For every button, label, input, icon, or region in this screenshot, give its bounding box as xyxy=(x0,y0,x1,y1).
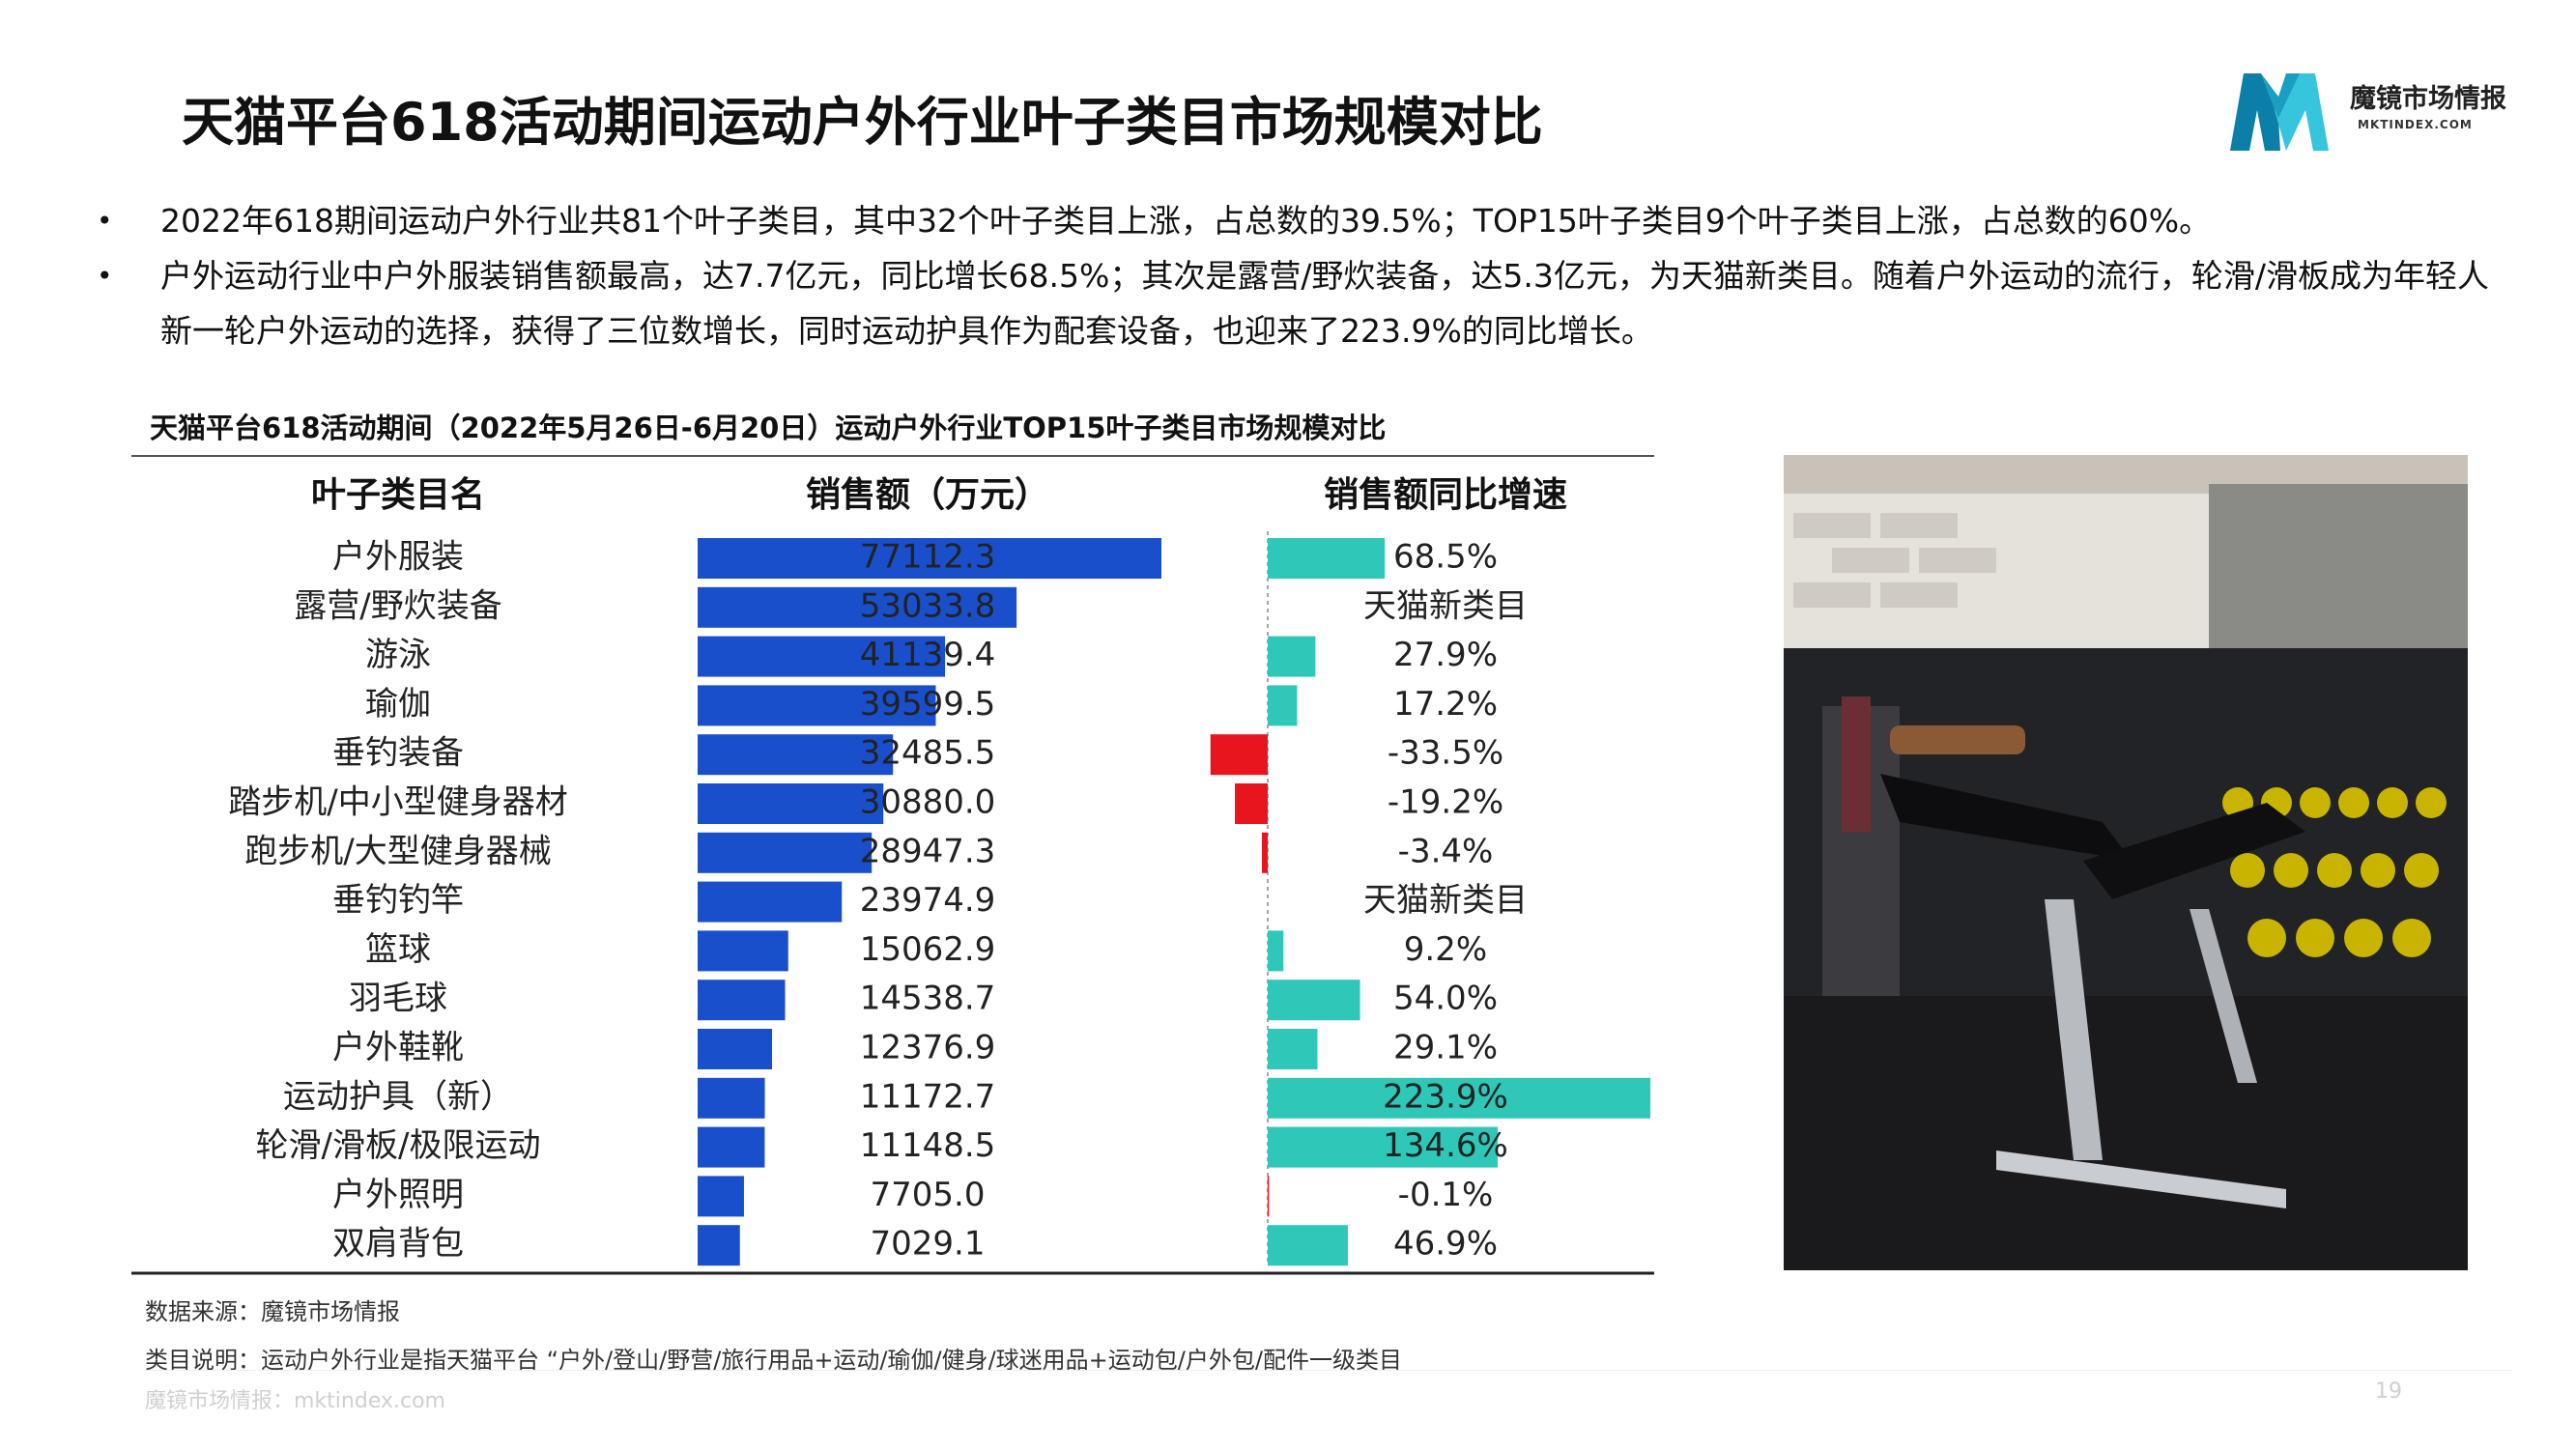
sales-bar xyxy=(698,685,936,726)
sales-value-label: 11148.5 xyxy=(860,1126,996,1165)
growth-bar xyxy=(1267,1176,1270,1217)
sales-value-label: 39599.5 xyxy=(860,685,996,724)
sales-value-label: 12376.9 xyxy=(860,1029,996,1067)
chart-title: 天猫平台618活动期间（2022年5月26日-6月20日）运动户外行业TOP15… xyxy=(150,412,1387,444)
growth-bar xyxy=(1268,980,1360,1021)
logo-url: MKTINDEX.COM xyxy=(2358,118,2473,131)
growth-bar xyxy=(1268,636,1316,677)
growth-bar xyxy=(1268,538,1386,579)
growth-bar xyxy=(1268,1029,1318,1069)
category-label: 羽毛球 xyxy=(349,980,447,1018)
sales-bar xyxy=(698,1225,740,1266)
footer-site: 魔镜市场情报：mktindex.com xyxy=(145,1389,445,1413)
sales-value-label: 77112.3 xyxy=(860,538,996,577)
category-label: 户外照明 xyxy=(332,1176,464,1214)
logo-m-icon xyxy=(2230,73,2329,151)
category-label: 踏步机/中小型健身器材 xyxy=(228,783,567,822)
growth-value-label: -33.5% xyxy=(1388,734,1503,773)
growth-value-label: 17.2% xyxy=(1393,685,1498,724)
sales-value-label: 14538.7 xyxy=(860,980,996,1018)
sales-bar xyxy=(698,1077,765,1119)
sales-bar xyxy=(698,832,873,873)
sales-bar xyxy=(698,734,894,776)
data-source: 数据来源：魔镜市场情报 xyxy=(145,1298,400,1325)
column-header: 销售额（万元） xyxy=(806,475,1049,515)
category-label: 双肩背包 xyxy=(332,1225,464,1264)
brand-logo: 魔镜市场情报 MKTINDEX.COM xyxy=(2222,62,2532,158)
sales-value-label: 41139.4 xyxy=(860,636,996,674)
growth-bar xyxy=(1268,685,1298,726)
growth-bar xyxy=(1268,930,1284,972)
category-label: 露营/野炊装备 xyxy=(294,586,501,625)
growth-bar xyxy=(1268,1077,1650,1119)
sales-bar xyxy=(698,1176,744,1217)
growth-bar xyxy=(1210,734,1268,776)
sales-value-label: 7029.1 xyxy=(871,1225,986,1264)
growth-value-label: -3.4% xyxy=(1398,832,1494,870)
footer-divider xyxy=(145,1370,2512,1371)
category-label: 垂钓钓竿 xyxy=(332,881,464,920)
category-label: 户外服装 xyxy=(332,538,464,577)
sales-value-label: 53033.8 xyxy=(860,586,996,625)
sales-bar xyxy=(698,586,1017,628)
category-label: 篮球 xyxy=(365,930,431,969)
category-label: 轮滑/滑板/极限运动 xyxy=(256,1126,541,1165)
sales-bar xyxy=(698,980,786,1021)
growth-bar xyxy=(1261,832,1268,873)
growth-value-label: 9.2% xyxy=(1404,930,1487,969)
summary-bullets: 2022年618期间运动户外行业共81个叶子类目，其中32个叶子类目上涨，占总数… xyxy=(97,193,2493,358)
growth-value-label: 29.1% xyxy=(1393,1029,1498,1067)
category-label: 瑜伽 xyxy=(365,685,431,724)
growth-value-label: -19.2% xyxy=(1388,783,1503,822)
sales-bar xyxy=(698,1029,773,1069)
logo-name: 魔镜市场情报 xyxy=(2350,84,2506,114)
bullet-item: 户外运动行业中户外服装销售额最高，达7.7亿元，同比增长68.5%；其次是露营/… xyxy=(97,248,2493,358)
growth-value-label: 54.0% xyxy=(1393,980,1498,1018)
category-label: 运动护具（新） xyxy=(283,1077,513,1116)
page-title: 天猫平台618活动期间运动户外行业叶子类目市场规模对比 xyxy=(182,92,1543,153)
sales-value-label: 23974.9 xyxy=(860,881,996,920)
growth-value-label: 223.9% xyxy=(1383,1077,1508,1116)
growth-value-label: 27.9% xyxy=(1393,636,1498,674)
growth-value-label: 134.6% xyxy=(1383,1126,1508,1165)
category-label: 跑步机/大型健身器械 xyxy=(244,832,551,870)
growth-value-label: -0.1% xyxy=(1398,1176,1494,1214)
sales-bar xyxy=(698,881,843,923)
sales-value-label: 15062.9 xyxy=(860,930,996,969)
category-label: 垂钓装备 xyxy=(332,734,464,773)
growth-bar xyxy=(1235,783,1268,824)
sales-bar xyxy=(698,636,946,677)
gym-photo xyxy=(1784,455,2468,1270)
sales-bar xyxy=(698,783,884,824)
sales-value-label: 30880.0 xyxy=(860,783,996,822)
growth-value-label: 68.5% xyxy=(1393,538,1498,577)
bullet-item: 2022年618期间运动户外行业共81个叶子类目，其中32个叶子类目上涨，占总数… xyxy=(97,193,2493,248)
sales-value-label: 11172.7 xyxy=(860,1077,996,1116)
column-header: 叶子类目名 xyxy=(311,475,485,515)
page-number: 19 xyxy=(2375,1379,2402,1404)
sales-value-label: 32485.5 xyxy=(860,734,996,773)
sales-bar xyxy=(698,1126,765,1168)
sales-value-label: 7705.0 xyxy=(871,1176,986,1214)
sales-bar xyxy=(698,538,1161,579)
sales-value-label: 28947.3 xyxy=(860,832,996,870)
growth-bar xyxy=(1268,1225,1348,1266)
growth-value-label: 天猫新类目 xyxy=(1363,586,1528,625)
growth-value-label: 天猫新类目 xyxy=(1363,881,1528,920)
column-header: 销售额同比增速 xyxy=(1324,475,1567,515)
growth-value-label: 46.9% xyxy=(1393,1225,1498,1264)
growth-bar xyxy=(1268,1126,1499,1168)
category-label: 户外鞋靴 xyxy=(332,1029,464,1067)
sales-bar xyxy=(698,930,788,972)
category-note: 类目说明：运动户外行业是指天猫平台 “户外/登山/野营/旅行用品+运动/瑜伽/健… xyxy=(145,1347,1402,1374)
category-label: 游泳 xyxy=(365,636,431,674)
